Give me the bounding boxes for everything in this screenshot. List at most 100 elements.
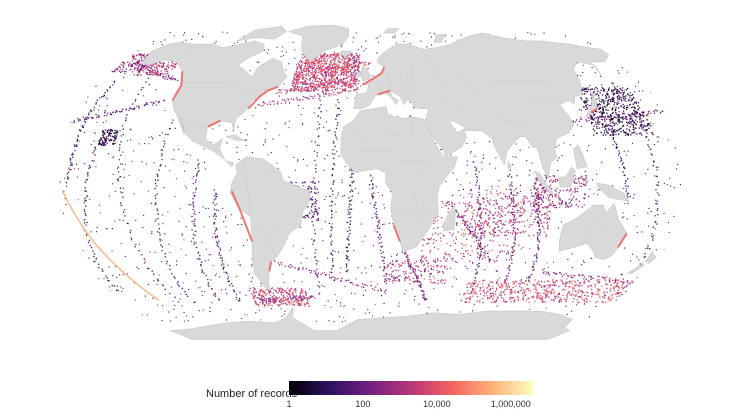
- record-cell: [76, 176, 78, 178]
- record-cell: [608, 279, 610, 281]
- record-cell: [314, 206, 316, 208]
- record-cell: [639, 121, 641, 123]
- record-cell: [618, 72, 620, 74]
- record-cell: [162, 62, 164, 64]
- record-cell: [396, 255, 398, 257]
- record-cell: [323, 83, 325, 85]
- record-cell: [673, 215, 675, 217]
- record-cell: [249, 70, 251, 72]
- record-cell: [349, 233, 351, 235]
- record-cell: [511, 259, 513, 261]
- record-cell: [319, 67, 321, 69]
- record-cell: [581, 118, 583, 120]
- record-cell: [409, 265, 411, 267]
- record-cell: [194, 218, 196, 221]
- record-cell: [341, 67, 343, 69]
- record-cell: [625, 190, 627, 192]
- record-cell: [511, 164, 513, 166]
- record-cell: [620, 131, 622, 133]
- record-cell: [350, 63, 352, 65]
- record-cell: [468, 234, 470, 236]
- record-cell: [237, 126, 239, 128]
- record-cell: [309, 95, 312, 97]
- record-cell: [112, 143, 114, 145]
- record-cell: [78, 140, 80, 142]
- record-cell: [350, 86, 352, 89]
- record-cell: [472, 288, 474, 290]
- record-cell: [482, 248, 484, 250]
- record-cell: [344, 65, 347, 67]
- record-cell: [325, 93, 327, 95]
- record-cell: [383, 203, 385, 205]
- record-cell: [335, 94, 337, 96]
- record-cell: [168, 77, 170, 79]
- record-cell: [321, 73, 323, 75]
- record-cell: [651, 132, 653, 134]
- record-cell: [478, 220, 480, 222]
- record-cell: [296, 88, 298, 90]
- record-cell: [615, 146, 618, 148]
- record-cell: [371, 196, 373, 198]
- record-cell: [185, 226, 187, 228]
- record-cell: [612, 144, 614, 146]
- record-cell: [142, 65, 145, 67]
- record-cell: [154, 73, 156, 75]
- record-cell: [83, 124, 85, 126]
- record-cell: [205, 275, 207, 277]
- record-cell: [657, 141, 659, 143]
- record-cell: [379, 233, 381, 236]
- record-cell: [292, 85, 294, 87]
- record-cell: [331, 85, 333, 87]
- record-cell: [250, 280, 252, 282]
- record-cell: [71, 154, 73, 156]
- record-cell: [374, 303, 376, 305]
- record-cell: [309, 86, 311, 88]
- record-cell: [303, 83, 305, 85]
- record-cell: [653, 161, 655, 163]
- record-cell: [655, 199, 657, 201]
- record-cell: [403, 32, 405, 34]
- record-cell: [88, 112, 90, 114]
- record-cell: [215, 194, 217, 196]
- record-cell: [115, 136, 117, 138]
- record-cell: [537, 244, 539, 246]
- record-cell: [207, 259, 209, 261]
- record-cell: [446, 202, 448, 204]
- record-cell: [551, 194, 553, 196]
- record-cell: [151, 270, 153, 272]
- record-cell: [654, 109, 656, 111]
- record-cell: [658, 194, 660, 196]
- record-cell: [194, 225, 196, 227]
- record-cell: [453, 276, 455, 278]
- record-cell: [635, 111, 637, 113]
- record-cell: [161, 250, 163, 252]
- record-cell: [108, 133, 110, 136]
- record-cell: [537, 249, 539, 251]
- record-cell: [374, 230, 376, 232]
- record-cell: [372, 183, 374, 185]
- record-cell: [198, 257, 200, 259]
- record-cell: [266, 52, 268, 54]
- record-cell: [372, 187, 374, 189]
- record-cell: [251, 263, 253, 265]
- record-cell: [601, 108, 604, 110]
- record-cell: [349, 184, 351, 186]
- record-cell: [477, 252, 479, 254]
- record-cell: [92, 250, 94, 252]
- record-cell: [602, 124, 604, 126]
- record-cell: [202, 309, 204, 311]
- record-cell: [319, 99, 321, 102]
- record-cell: [169, 292, 171, 295]
- record-cell: [307, 73, 309, 75]
- record-cell: [647, 247, 649, 249]
- record-cell: [312, 68, 314, 70]
- record-cell: [479, 245, 481, 248]
- record-cell: [287, 98, 289, 100]
- record-cell: [283, 99, 285, 101]
- record-cell: [167, 73, 169, 75]
- record-cell: [208, 285, 210, 288]
- record-cell: [310, 76, 312, 79]
- record-cell: [376, 283, 378, 285]
- record-cell: [184, 170, 186, 172]
- record-cell: [539, 184, 541, 186]
